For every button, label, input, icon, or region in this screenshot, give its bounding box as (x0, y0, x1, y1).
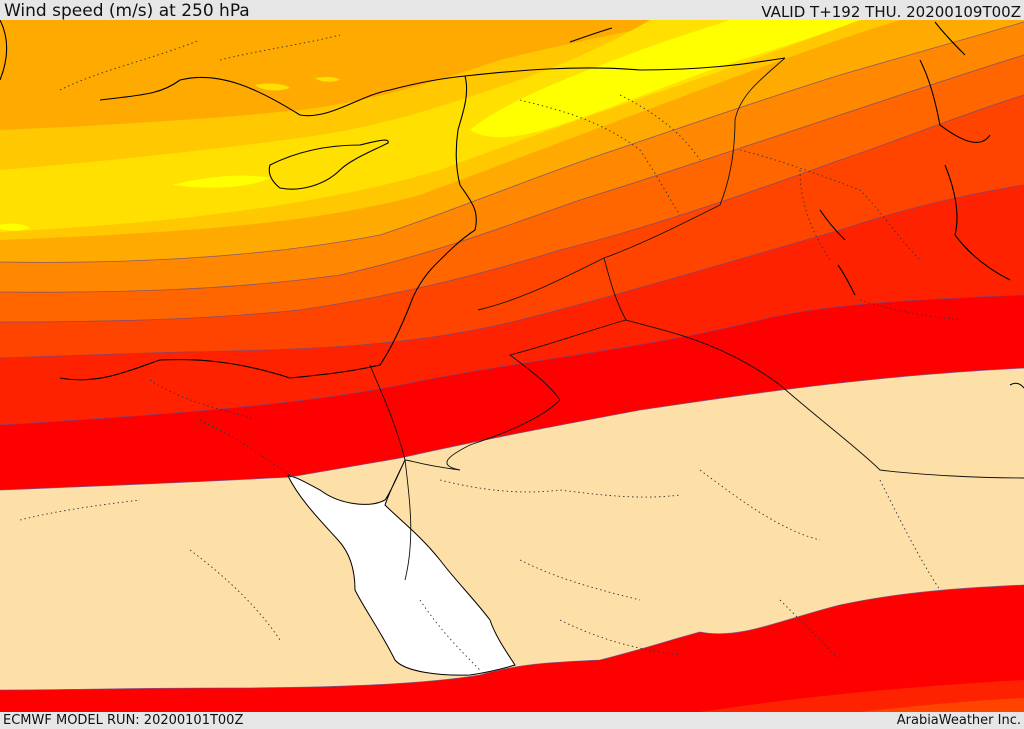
valid-time: VALID T+192 THU. 20200109T00Z (761, 3, 1021, 21)
model-run: ECMWF MODEL RUN: 20200101T00Z (3, 713, 244, 728)
contour-lines (0, 21, 1024, 691)
wind-speed-map (0, 20, 1024, 712)
map-title: Wind speed (m/s) at 250 hPa (4, 1, 250, 21)
band-yellow-bright (470, 20, 860, 138)
borders (369, 57, 1024, 581)
dotted-boundaries (19, 34, 961, 671)
map-footer: ECMWF MODEL RUN: 20200101T00Z ArabiaWeat… (0, 712, 1024, 729)
patch-light-amber-2 (315, 76, 340, 82)
red-sea (287, 459, 516, 676)
credit: ArabiaWeather Inc. (896, 713, 1021, 728)
patch-light-amber (255, 83, 290, 91)
band-calm (0, 368, 1024, 690)
band-red-orange-south (860, 698, 1024, 712)
patch-light-yellow-2 (0, 223, 30, 231)
coastlines (0, 20, 1024, 389)
patch-light-yellow (172, 175, 270, 188)
map-header: Wind speed (m/s) at 250 hPa VALID T+192 … (0, 0, 1024, 20)
